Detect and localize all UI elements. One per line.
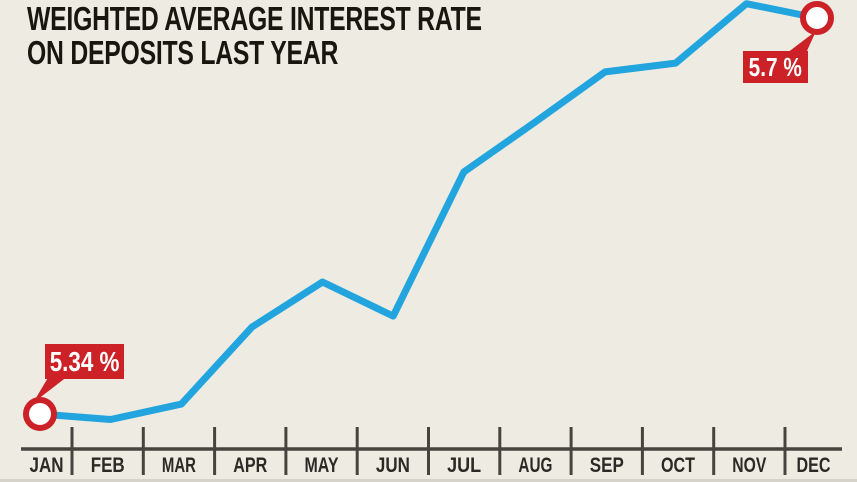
month-label: JUL	[447, 454, 481, 477]
start-callout-tail-icon	[33, 376, 68, 403]
month-label: FEB	[91, 454, 125, 477]
x-axis-ticks	[70, 427, 787, 475]
chart-title: WEIGHTED AVERAGE INTEREST RATE ON DEPOSI…	[27, 2, 482, 70]
chart-title-line1: WEIGHTED AVERAGE INTEREST RATE	[27, 0, 482, 37]
start-value-callout: 5.34 %	[45, 344, 124, 379]
end-value-callout: 5.7 %	[743, 51, 808, 83]
month-label: NOV	[732, 454, 766, 477]
month-label: SEP	[590, 454, 624, 477]
bottom-edge-strip	[0, 479, 857, 482]
interest-rate-line	[36, 0, 821, 423]
month-label: JUN	[376, 454, 410, 477]
month-label: MAY	[305, 454, 339, 477]
month-label: OCT	[661, 454, 695, 477]
month-label: JAN	[30, 454, 64, 477]
month-label: DEC	[797, 454, 831, 477]
month-label: AUG	[518, 454, 552, 477]
start-value-label: 5.34 %	[49, 345, 120, 377]
start-point-marker	[23, 397, 57, 431]
chart-title-line2: ON DEPOSITS LAST YEAR	[27, 34, 339, 71]
x-axis-month-labels: JAN FEB MAR APR MAY JUN JUL AUG SEP OCT NOV DEC	[30, 454, 831, 477]
end-point-marker	[800, 1, 834, 35]
month-label: MAR	[162, 454, 196, 477]
end-value-label: 5.7 %	[748, 51, 803, 82]
end-callout-tail-icon	[787, 31, 816, 53]
month-label: APR	[233, 454, 267, 477]
